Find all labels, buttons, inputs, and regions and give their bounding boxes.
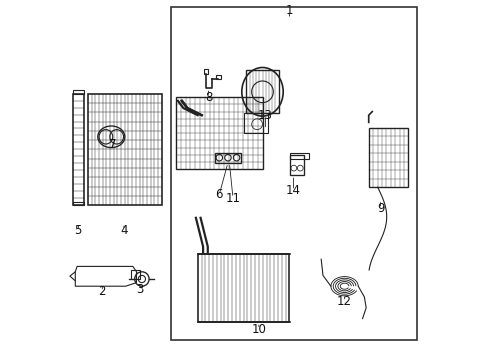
Bar (197, 254, 289, 322)
Bar (88, 94, 162, 205)
Bar (246, 70, 278, 113)
Text: 4: 4 (120, 224, 127, 237)
Text: 11: 11 (225, 192, 240, 204)
Text: 3: 3 (136, 283, 143, 296)
Text: 5: 5 (74, 224, 81, 237)
Text: 9: 9 (376, 202, 384, 215)
Bar (73, 94, 83, 205)
Text: 14: 14 (285, 184, 300, 197)
Text: 8: 8 (204, 91, 212, 104)
Bar (176, 97, 262, 169)
Bar (289, 155, 303, 175)
Bar (215, 153, 241, 163)
Bar (289, 153, 309, 159)
Text: 7: 7 (108, 138, 116, 150)
Text: 13: 13 (257, 109, 272, 122)
Text: 6: 6 (215, 188, 223, 201)
Bar (244, 113, 267, 133)
Bar (73, 202, 84, 205)
Text: 1: 1 (285, 4, 293, 17)
Bar (203, 69, 208, 74)
Bar (368, 128, 407, 187)
Text: 2: 2 (99, 285, 106, 298)
Bar (216, 75, 220, 79)
Bar (131, 270, 140, 279)
Text: 12: 12 (336, 295, 351, 308)
Text: 10: 10 (251, 323, 266, 336)
Bar (170, 7, 416, 340)
Bar (73, 90, 84, 94)
